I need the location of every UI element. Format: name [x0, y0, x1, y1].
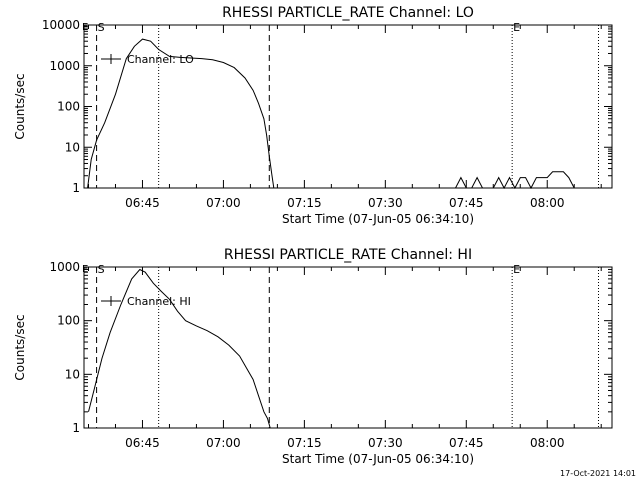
panel1-x-tick-label: 07:00	[206, 196, 241, 210]
panel1-corner-marker-label: E	[82, 22, 88, 33]
panel2-plot-frame	[84, 267, 612, 428]
panel1-x-axis-label: Start Time (07-Jun-05 06:34:10)	[282, 212, 474, 226]
panel1-y-tick-label: 1	[72, 181, 80, 195]
panel1-y-axis-label: Counts/sec	[13, 73, 27, 139]
panel1-series-line-2	[456, 172, 575, 188]
panel2-y-tick-label: 100	[57, 314, 80, 328]
panel1-y-tick-label: 10	[65, 140, 80, 154]
panel2-y-tick-label: 1	[72, 421, 80, 435]
panel1-marker-label: S	[98, 21, 105, 34]
panel2-x-tick-label: 07:00	[206, 436, 241, 450]
panel1-x-tick-label: 08:00	[530, 196, 565, 210]
panel2-x-tick-label: 06:45	[125, 436, 160, 450]
panel1-y-tick-label: 1000	[49, 59, 80, 73]
panel1-legend-label: Channel: LO	[127, 53, 194, 66]
panel1-x-tick-label: 07:45	[449, 196, 484, 210]
panel2-chart-title: RHESSI PARTICLE_RATE Channel: HI	[224, 247, 472, 263]
panel2-corner-marker-label: E	[82, 264, 88, 275]
panel2-x-tick-label: 07:30	[368, 436, 403, 450]
panel2-x-tick-label: 08:00	[530, 436, 565, 450]
panel1-x-tick-label: 06:45	[125, 196, 160, 210]
panel1-x-tick-label: 07:15	[287, 196, 322, 210]
panel2-x-tick-label: 07:15	[287, 436, 322, 450]
panel2-marker-label: E	[513, 263, 520, 276]
panel1-x-tick-label: 07:30	[368, 196, 403, 210]
panel2-x-axis-label: Start Time (07-Jun-05 06:34:10)	[282, 452, 474, 466]
panel2-y-axis-label: Counts/sec	[13, 314, 27, 380]
panel1-chart-title: RHESSI PARTICLE_RATE Channel: LO	[222, 5, 474, 21]
panel2-series-line-1	[89, 270, 271, 429]
panel2-legend-label: Channel: HI	[127, 295, 191, 308]
panel2-marker-label: S	[98, 263, 105, 276]
panel1-y-tick-label: 100	[57, 100, 80, 114]
generation-timestamp: 17-Oct-2021 14:01	[560, 469, 636, 478]
panel1-y-tick-label: 10000	[42, 18, 80, 32]
panel2-y-tick-label: 10	[65, 367, 80, 381]
panel1-plot-frame	[84, 25, 612, 188]
panel2-x-tick-label: 07:45	[449, 436, 484, 450]
panel1-marker-label: E	[513, 21, 520, 34]
panel2-y-tick-label: 1000	[49, 260, 80, 274]
